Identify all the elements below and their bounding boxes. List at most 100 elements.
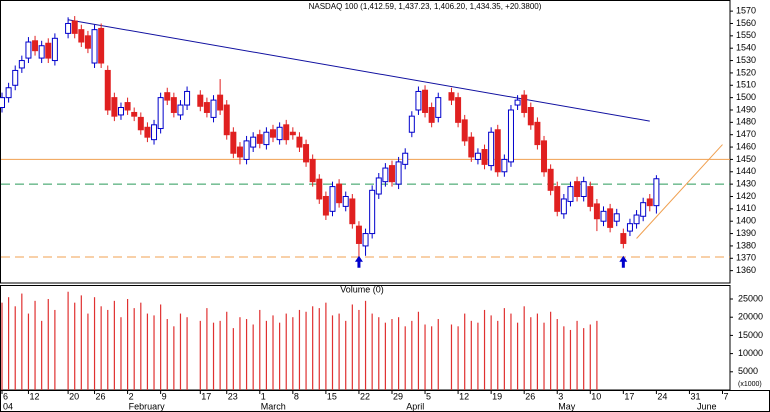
- candle-body: [428, 107, 435, 123]
- y-tick-label: 1390: [736, 228, 756, 238]
- candle-body: [626, 223, 633, 232]
- candle-body: [369, 189, 376, 235]
- x-tick-label: 6: [3, 391, 8, 401]
- date-axis: [0, 390, 770, 412]
- candle-body: [494, 129, 501, 173]
- candle-body: [422, 89, 429, 113]
- candle-body: [276, 126, 283, 141]
- candle-body: [488, 131, 495, 167]
- y-tick-label: 1370: [736, 253, 756, 263]
- x-tick-label: 3: [558, 391, 563, 401]
- candle-body: [32, 40, 39, 52]
- arrow: [619, 255, 628, 268]
- x-tick-label: 12: [29, 391, 39, 401]
- candle-body: [250, 136, 257, 148]
- candle-body: [633, 214, 640, 225]
- candle-body: [448, 92, 455, 101]
- x-tick-label: 22: [360, 391, 370, 401]
- y-tick-label: 1400: [736, 216, 756, 226]
- candle-body: [117, 107, 124, 116]
- candle-body: [111, 97, 118, 117]
- candle-body: [455, 97, 462, 123]
- y-tick-label: 1360: [736, 265, 756, 275]
- y-tick-label: 1480: [736, 117, 756, 127]
- candle-body: [554, 186, 561, 212]
- candle-body: [164, 92, 171, 101]
- candle-body: [223, 104, 230, 136]
- x-tick-label: 20: [69, 391, 79, 401]
- candle-body: [91, 29, 98, 64]
- candle-body: [0, 97, 5, 109]
- chart-title: NASDAQ 100 (1,412.59, 1,437.23, 1,406.20…: [309, 2, 542, 11]
- candle-body: [620, 233, 627, 244]
- candle-body: [395, 161, 402, 185]
- x-tick-label: 23: [228, 391, 238, 401]
- y-tick-label: 1510: [736, 80, 756, 90]
- candle-body: [527, 107, 534, 126]
- volume-tick-label: 5000: [738, 366, 758, 376]
- x-tick-label: 26: [525, 391, 535, 401]
- candle-body: [131, 111, 138, 117]
- y-tick-label: 1570: [736, 5, 756, 15]
- candle-body: [322, 195, 329, 216]
- candle-body: [243, 140, 250, 160]
- candle-body: [534, 121, 541, 146]
- y-tick-label: 1380: [736, 240, 756, 250]
- candle-body: [560, 198, 567, 215]
- y-tick-label: 1450: [736, 154, 756, 164]
- candle-body: [309, 158, 316, 183]
- candle-body: [587, 186, 594, 207]
- candle-body: [263, 131, 270, 146]
- candle-body: [653, 178, 660, 207]
- candle-body: [481, 149, 488, 165]
- candle-body: [593, 203, 600, 220]
- y-tick-label: 1430: [736, 179, 756, 189]
- y-tick-label: 1550: [736, 30, 756, 40]
- x-tick-label: 7: [723, 391, 728, 401]
- volume-tick-label: 25000: [738, 293, 763, 303]
- candle-body: [78, 29, 85, 43]
- x-tick-label: 1: [261, 391, 266, 401]
- x-tick-label: 31: [690, 391, 700, 401]
- y-tick-label: 1470: [736, 129, 756, 139]
- candle-body: [65, 22, 72, 34]
- candle-body: [316, 178, 323, 200]
- candle-body: [71, 20, 78, 34]
- candle-body: [580, 181, 587, 197]
- candle-body: [296, 136, 303, 148]
- candle-body: [270, 129, 277, 138]
- candle-body: [84, 35, 91, 49]
- candle-body: [640, 202, 647, 217]
- month-label: April: [406, 401, 424, 411]
- candle-body: [507, 109, 514, 163]
- candle-body: [474, 152, 481, 160]
- candle-body: [230, 131, 237, 154]
- candle-body: [382, 167, 389, 183]
- month-label: May: [558, 401, 576, 411]
- candle-body: [388, 165, 395, 183]
- candle-body: [415, 90, 422, 111]
- candle-body: [435, 97, 442, 118]
- arrow: [354, 255, 363, 268]
- x-tick-label: 19: [492, 391, 502, 401]
- volume-tick-label: 15000: [738, 330, 763, 340]
- y-tick-label: 1460: [736, 141, 756, 151]
- volume-tick-label: 10000: [738, 348, 763, 358]
- candle-body: [124, 102, 131, 111]
- x-tick-label: 5: [426, 391, 431, 401]
- candle-body: [203, 102, 210, 113]
- y-tick-label: 1530: [736, 55, 756, 65]
- candle-body: [51, 37, 58, 62]
- candle-body: [5, 87, 12, 99]
- candle-body: [289, 131, 296, 136]
- candle-body: [607, 208, 614, 228]
- candle-body: [25, 41, 32, 59]
- x-tick-label: 2: [129, 391, 134, 401]
- x-tick-label: 8: [294, 391, 299, 401]
- candle-body: [236, 146, 243, 158]
- y-tick-label: 1560: [736, 18, 756, 28]
- candle-body: [283, 124, 290, 141]
- month-label: March: [261, 401, 286, 411]
- candle-body: [468, 136, 475, 158]
